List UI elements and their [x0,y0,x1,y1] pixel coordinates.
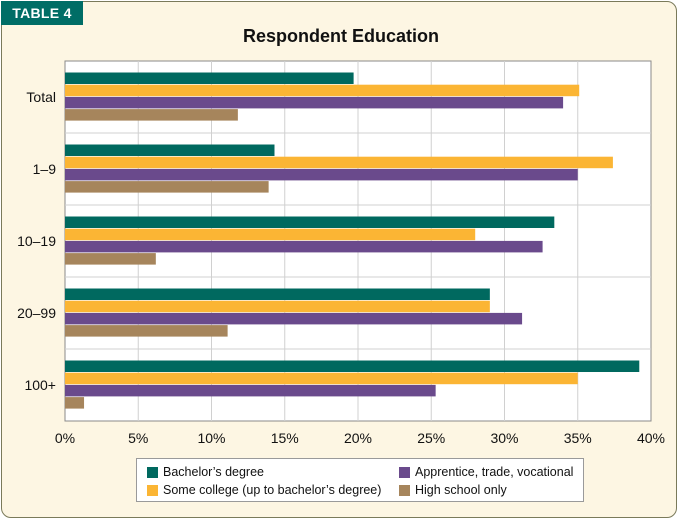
bar [65,84,580,97]
legend-label-apprentice: Apprentice, trade, vocational [415,465,574,479]
bar [65,288,490,300]
bar [65,181,269,193]
legend-item-high-school: High school only [399,483,507,497]
legend-label-some-college: Some college (up to bachelor’s degree) [163,483,382,497]
legend-swatch-apprentice [399,466,410,478]
bar [65,384,436,397]
x-tick-label: 0% [55,430,75,446]
x-tick-label: 30% [490,430,518,446]
x-tick-label: 5% [128,430,148,446]
bar [65,253,156,265]
bar [65,96,564,109]
bar [65,360,640,372]
legend-label-bachelors: Bachelor’s degree [163,465,264,479]
bar [65,300,490,313]
bar [65,168,578,181]
category-label: 100+ [24,377,56,393]
x-tick-label: 15% [271,430,299,446]
legend-label-high-school: High school only [415,483,507,497]
bar [65,216,555,228]
legend: Bachelor’s degree Apprentice, trade, voc… [136,458,584,502]
x-tick-label: 10% [197,430,225,446]
chart-title: Respondent Education [242,26,439,46]
legend-swatch-high-school [399,484,410,496]
category-label: 1–9 [33,161,57,177]
x-tick-label: 35% [564,430,592,446]
bar [65,72,354,84]
bar [65,325,228,337]
bar [65,240,543,253]
bar [65,397,85,409]
bar [65,144,275,156]
category-label: Total [26,89,56,105]
legend-item-apprentice: Apprentice, trade, vocational [399,465,573,479]
legend-swatch-bachelors [147,466,158,478]
category-label: 20–99 [17,305,56,321]
bar-chart: Total 1–9 10–19 20–99 100+ 0% 5% 10% 15% 20% 25% 3… [17,60,665,446]
bar [65,228,476,241]
x-tick-label: 40% [637,430,665,446]
category-label: 10–19 [17,233,56,249]
legend-swatch-some-college [147,484,158,496]
bar [65,372,578,385]
table-tag: TABLE 4 [1,1,83,25]
bar [65,312,523,325]
legend-item-some-college: Some college (up to bachelor’s degree) [147,483,381,497]
x-tick-label: 25% [417,430,445,446]
bar [65,156,613,169]
x-tick-label: 20% [344,430,372,446]
legend-item-bachelors: Bachelor’s degree [147,465,264,479]
bar [65,109,238,121]
